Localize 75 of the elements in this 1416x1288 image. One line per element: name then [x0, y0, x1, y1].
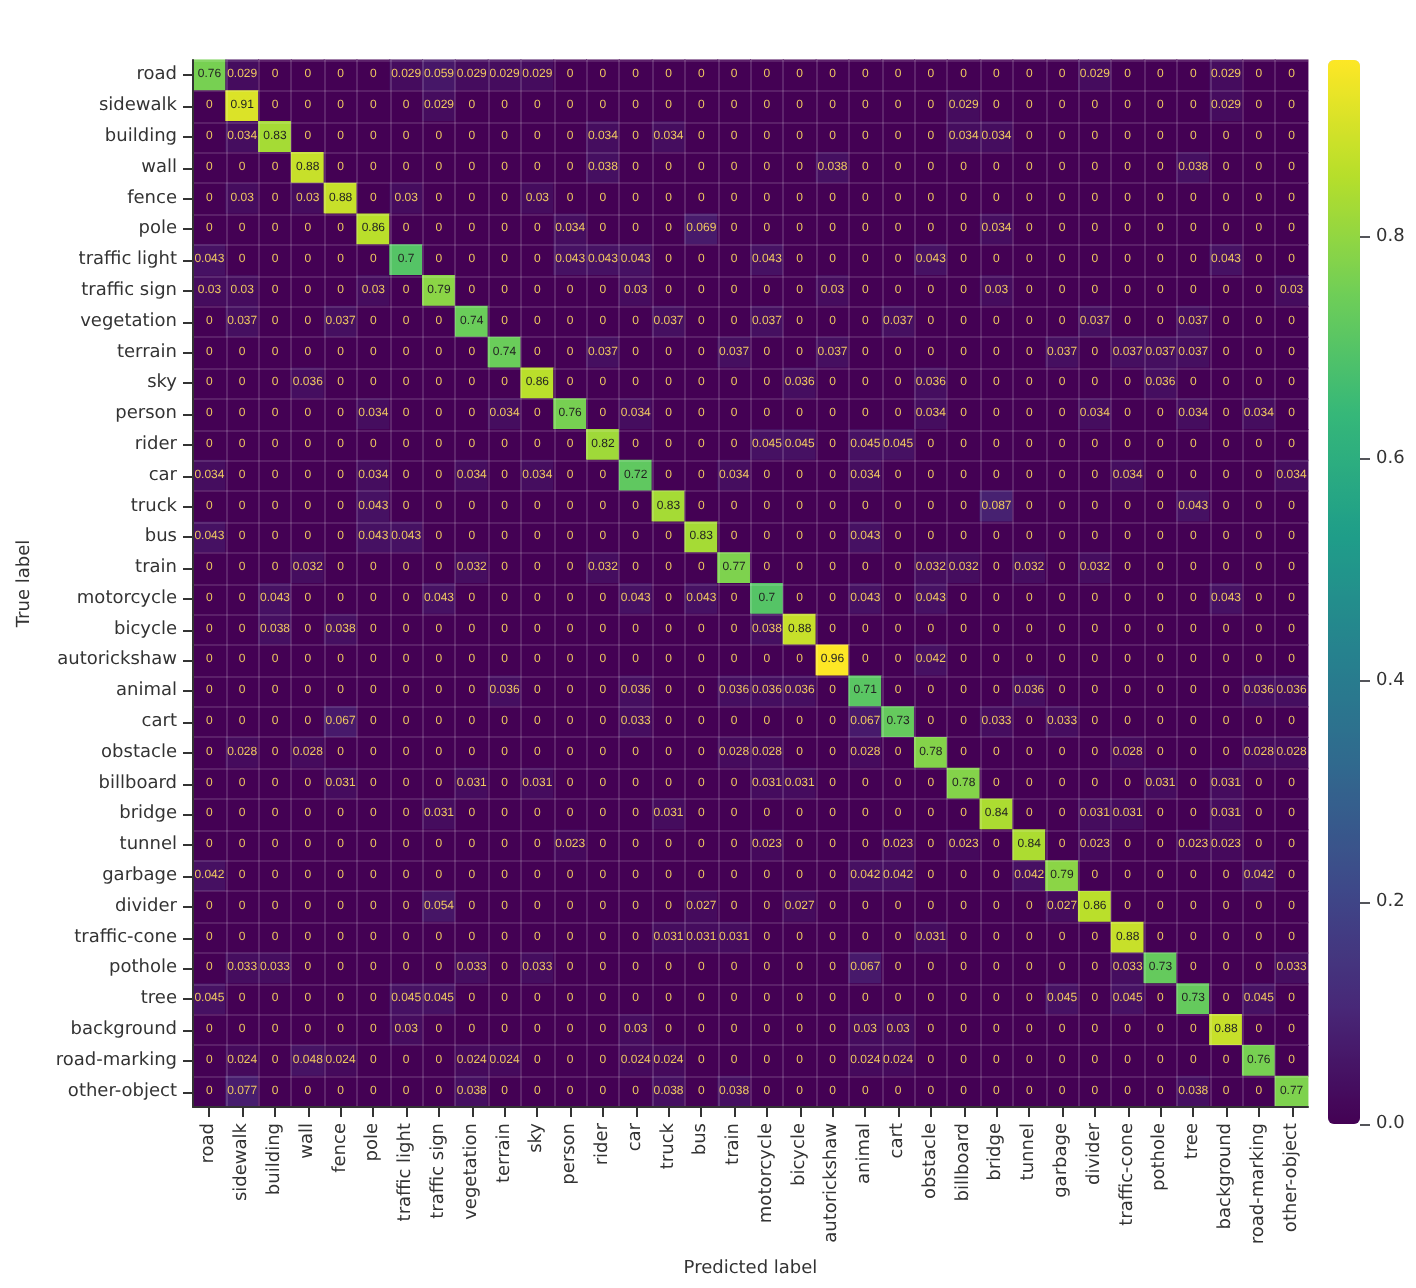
- x-tick-label: other-object: [1281, 1122, 1302, 1233]
- y-tick-label: person: [115, 404, 177, 425]
- x-tick-label: fence: [330, 1122, 351, 1173]
- x-tick-label: building: [264, 1123, 285, 1196]
- x-tick-label: divider: [1084, 1122, 1105, 1186]
- x-tick-label: autorickshaw: [822, 1123, 843, 1243]
- x-tick-label: motorcycle: [756, 1122, 777, 1224]
- x-tick-label: truck: [658, 1121, 679, 1170]
- y-tick-label: bus: [144, 527, 178, 548]
- x-tick-label: obstacle: [920, 1122, 941, 1199]
- x-tick-label: sidewalk: [232, 1121, 253, 1202]
- color-bar-label: 0.4: [1376, 670, 1406, 691]
- x-tick-label: tunnel: [1019, 1123, 1040, 1181]
- x-tick-label: tree: [1183, 1122, 1204, 1160]
- y-tick-label: billboard: [98, 773, 177, 794]
- x-tick-label: road: [199, 1123, 220, 1164]
- x-tick-label: garbage: [1052, 1122, 1073, 1198]
- y-tick-label: wall: [141, 157, 177, 178]
- y-tick-label: building: [104, 126, 177, 147]
- y-tick-label: truck: [130, 496, 179, 517]
- y-tick-label: traffic light: [78, 250, 178, 271]
- x-tick-label: background: [1216, 1123, 1237, 1230]
- color-bar-label: 0.0: [1376, 1114, 1406, 1134]
- x-tick-label: sky: [527, 1121, 548, 1153]
- y-tick-label: bicycle: [114, 619, 178, 640]
- x-tick-label: bus: [691, 1122, 712, 1156]
- y-tick-label: fence: [127, 188, 178, 209]
- x-tick-label: bridge: [986, 1122, 1007, 1181]
- y-tick-label: tree: [140, 989, 178, 1010]
- y-tick-label: traffic-cone: [74, 927, 178, 948]
- y-tick-label: road: [136, 65, 177, 86]
- x-tick-label: billboard: [953, 1123, 974, 1202]
- color-bar-label: 0.6: [1376, 449, 1406, 469]
- y-tick-label: pothole: [108, 958, 178, 979]
- x-tick-label: vegetation: [461, 1123, 482, 1220]
- y-tick-label: garbage: [102, 866, 178, 887]
- y-tick-label: vegetation: [80, 311, 177, 332]
- y-tick-label: motorcycle: [76, 588, 178, 609]
- x-tick-label: terrain: [494, 1123, 515, 1184]
- y-axis-title: True label: [15, 539, 35, 630]
- y-tick-label: car: [148, 465, 178, 486]
- y-tick-label: autorickshaw: [57, 650, 177, 671]
- x-tick-label: pole: [363, 1122, 384, 1162]
- x-axis-title: Predicted label: [683, 1259, 818, 1279]
- y-tick-label: bridge: [119, 804, 178, 825]
- y-tick-label: divider: [114, 896, 178, 917]
- y-tick-label: train: [135, 558, 177, 579]
- y-tick-label: pole: [138, 219, 178, 240]
- y-tick-label: terrain: [116, 342, 177, 363]
- y-tick-label: obstacle: [101, 742, 178, 763]
- x-tick-label: traffic light: [396, 1122, 417, 1222]
- x-tick-label: bicycle: [789, 1122, 810, 1186]
- y-tick-label: road-marking: [55, 1050, 177, 1071]
- y-tick-label: cart: [141, 712, 178, 733]
- x-tick-label: wall: [297, 1123, 318, 1159]
- x-tick-label: traffic sign: [428, 1123, 449, 1219]
- y-tick-label: sky: [147, 373, 179, 394]
- y-tick-label: rider: [134, 434, 178, 455]
- x-tick-label: road-marking: [1248, 1123, 1269, 1245]
- x-tick-label: rider: [592, 1122, 613, 1166]
- y-tick-label: background: [70, 1020, 177, 1041]
- x-tick-label: cart: [888, 1122, 909, 1159]
- x-tick-label: traffic-cone: [1117, 1122, 1138, 1226]
- color-bar-label: 0.8: [1376, 227, 1406, 248]
- x-tick-label: car: [625, 1122, 646, 1152]
- x-tick-label: pothole: [1150, 1122, 1171, 1192]
- y-tick-label: tunnel: [119, 835, 177, 856]
- y-tick-label: sidewalk: [98, 96, 179, 117]
- y-tick-label: traffic sign: [81, 280, 177, 301]
- color-bar-label: 0.2: [1376, 892, 1405, 913]
- y-tick-label: other-object: [67, 1081, 178, 1102]
- x-tick-label: animal: [855, 1123, 876, 1185]
- x-tick-label: train: [724, 1123, 745, 1165]
- y-tick-label: animal: [115, 681, 177, 702]
- x-tick-label: person: [560, 1123, 581, 1185]
